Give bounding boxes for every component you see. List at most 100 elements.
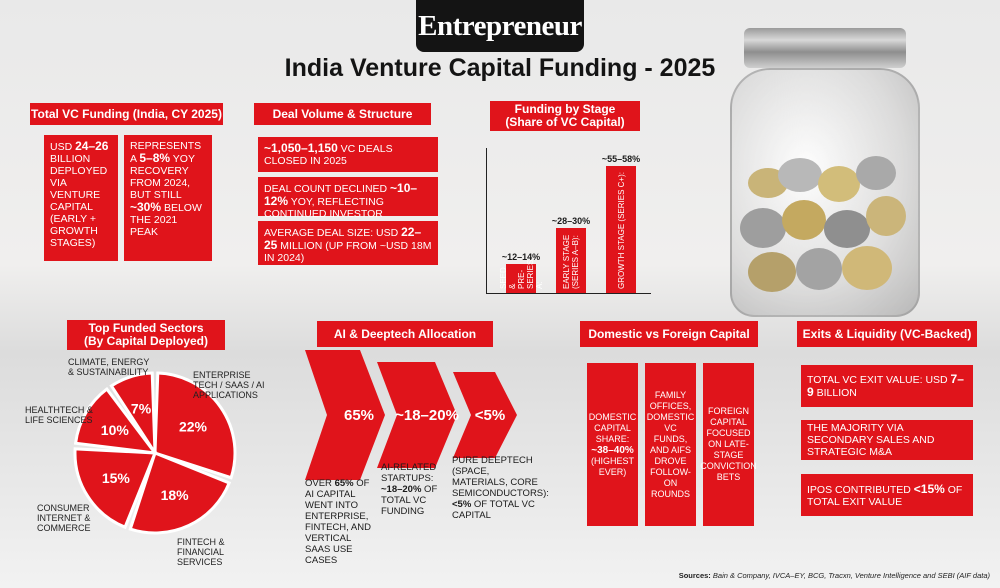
- arrow-1: [305, 350, 385, 480]
- stage-bar-value-1: ~12–14%: [501, 252, 541, 262]
- domestic-c1-pre: Domestic capital share:: [588, 411, 637, 444]
- label-enterprise-l3: applications: [193, 390, 258, 400]
- stage-bar-3: Growth stage (Series C+):: [606, 166, 636, 293]
- total-vc-right-box: Represents a 5–8% YoY recovery from 2024…: [124, 135, 212, 261]
- funding-stage-header-line1: Funding by Stage: [514, 102, 616, 116]
- ai-header: AI & Deeptech Allocation: [317, 321, 493, 347]
- label-fintech-l2: financial: [177, 547, 225, 557]
- jar-lid: [744, 28, 906, 68]
- pie-slice-3: [73, 447, 158, 530]
- deal-volume-b3-pre: Average deal size: USD: [264, 227, 402, 239]
- total-vc-left-post: billion deployed via venture capital (ea…: [50, 153, 108, 249]
- domestic-col-2: Family offices, domestic VC funds, and A…: [645, 363, 696, 526]
- total-vc-right-mid: YoY recovery from 2024, but still: [130, 153, 195, 201]
- label-consumer-l1: Consumer: [37, 503, 90, 513]
- deal-volume-b2-bold: ~10–12%: [264, 181, 418, 208]
- arrow-3-value: <5%: [474, 406, 506, 424]
- exits-e2: The majority via secondary sales and str…: [807, 422, 935, 458]
- x-axis-line: [486, 293, 651, 294]
- stage-bar-1: Seed & Pre-Series A:: [499, 260, 544, 293]
- label-health-l2: life sciences: [25, 415, 93, 425]
- domestic-header: Domestic vs Foreign Capital: [580, 321, 758, 347]
- deal-volume-b3-bold: 22–25: [264, 225, 422, 252]
- deal-volume-header: Deal Volume & Structure: [254, 103, 431, 125]
- stage-bar-label-3: Growth stage (Series C+):: [616, 172, 626, 289]
- ai-t3-bold: <5%: [452, 499, 472, 510]
- exits-header: Exits & Liquidity (VC-Backed): [797, 321, 977, 347]
- total-vc-right-pre: Represents a: [130, 140, 202, 165]
- ai-t3-pre: Pure deeptech (space, materials, core se…: [452, 455, 549, 499]
- sources-label: Sources:: [678, 571, 711, 580]
- arrow-3: [453, 372, 517, 458]
- ai-t1-post: of AI capital went into enterprise, fint…: [305, 478, 371, 566]
- exits-box-2: The majority via secondary sales and str…: [801, 420, 973, 460]
- ai-t2-post: of total VC funding: [381, 484, 438, 517]
- label-consumer-l2: internet &: [37, 513, 91, 523]
- total-vc-header: Total VC Funding (India, CY 2025): [30, 103, 223, 125]
- pie-slice-1: [153, 371, 237, 480]
- stage-bar-label-2: Early stage (Series A–B):: [562, 234, 580, 289]
- funding-stage-chart: Seed & Pre-Series A: ~12–14% Early stage (…: [484, 140, 654, 296]
- arrow-2: [377, 362, 457, 468]
- label-consumer: Consumer internet & commerce: [37, 503, 107, 533]
- total-vc-right-bold: 5–8%: [139, 151, 171, 165]
- total-vc-left-box: USD 24–26 billion deployed via venture c…: [44, 135, 118, 261]
- page-title: India Venture Capital Funding - 2025: [284, 54, 716, 82]
- domestic-c3: Foreign capital focused on late-stage co…: [700, 406, 757, 482]
- exits-e3-bold: <15%: [913, 481, 945, 496]
- funding-stage-header-line2: (Share of VC Capital): [505, 115, 625, 129]
- ai-text-3: Pure deeptech (space, materials, core se…: [452, 455, 549, 521]
- ai-t1-bold: 65%: [334, 478, 354, 489]
- exits-box-1: Total VC exit value: USD 7–9 billion: [801, 365, 973, 407]
- label-health-l1: Healthtech &: [25, 405, 93, 415]
- sources-text: Bain & Company, IVCA–EY, BCG, Tracxn, Ve…: [712, 571, 990, 580]
- exits-e1-bold: 7–9: [807, 372, 964, 399]
- coin-jar-illustration: [730, 28, 920, 318]
- pie-slice-value-3: 15%: [102, 470, 131, 486]
- deal-volume-box-3: Average deal size: USD 22–25 million (up…: [258, 221, 438, 265]
- domestic-c1-bold: ~38–40%: [591, 444, 634, 456]
- label-climate-l2: & sustainability: [68, 367, 149, 377]
- sectors-pie-chart: 7% 22% 18% 15% 10%: [73, 371, 237, 535]
- label-enterprise: Enterprise tech / SaaS / AI applications: [193, 370, 283, 400]
- entrepreneur-logo: Entrepreneur: [416, 0, 584, 52]
- total-vc-left-pre: USD: [50, 141, 76, 153]
- exits-box-3: IPOs contributed <15% of total exit valu…: [801, 474, 973, 516]
- pie-slice-value-5: 7%: [131, 401, 152, 417]
- ai-t2-bold: ~18–20%: [381, 484, 422, 495]
- label-fintech: Fintech & financial services: [177, 537, 247, 567]
- total-vc-right-post: below the 2021 peak: [130, 202, 202, 238]
- stage-bar-2: Early stage (Series A–B):: [556, 228, 586, 293]
- deal-volume-b2-pre: Deal count declined: [264, 183, 391, 195]
- deal-volume-b3-post: million (up from ~USD 18M in 2024): [264, 240, 432, 264]
- y-axis-line: [486, 148, 487, 293]
- ai-arrows: [305, 350, 517, 480]
- stage-bar-value-2: ~28–30%: [551, 216, 591, 226]
- jar-coins: [738, 148, 908, 308]
- ai-text-2: AI-related startups: ~18–20% of total VC…: [381, 462, 451, 517]
- total-vc-right-bold2: ~30%: [130, 200, 162, 214]
- pie-slice-value-2: 18%: [161, 487, 190, 503]
- label-enterprise-l2: tech / SaaS / AI: [193, 380, 265, 390]
- total-vc-left-bold: 24–26: [75, 139, 109, 153]
- exits-e3-post: of total exit value: [807, 483, 963, 508]
- arrow-2-value: ~18–20%: [395, 406, 459, 424]
- deal-volume-b1-post: VC deals closed in 2025: [264, 143, 393, 167]
- ai-t3-post: of total VC capital: [452, 499, 535, 521]
- exits-e3-pre: IPOs contributed: [807, 483, 914, 496]
- domestic-col-1: Domestic capital share: ~38–40% (highest…: [587, 363, 638, 526]
- label-climate: Climate, energy & sustainability: [68, 357, 178, 377]
- ai-t1-pre: Over: [305, 478, 335, 489]
- arrow-1-value: 65%: [343, 406, 375, 424]
- sectors-header: Top Funded Sectors (By Capital Deployed): [67, 320, 225, 350]
- deal-volume-b1-bold: ~1,050–1,150: [264, 141, 338, 155]
- domestic-c1-post: (highest ever): [591, 455, 635, 477]
- funding-stage-header: Funding by Stage (Share of VC Capital): [490, 101, 640, 131]
- domestic-col-3: Foreign capital focused on late-stage co…: [700, 363, 757, 526]
- sectors-header-line1: Top Funded Sectors: [88, 321, 204, 335]
- pie-slice-value-4: 10%: [101, 422, 130, 438]
- stage-bar-value-3: ~55–58%: [601, 154, 641, 164]
- domestic-c2: Family offices, domestic VC funds, and A…: [646, 389, 695, 499]
- exits-e1-pre: Total VC exit value: USD: [807, 374, 951, 386]
- label-fintech-l3: services: [177, 557, 223, 567]
